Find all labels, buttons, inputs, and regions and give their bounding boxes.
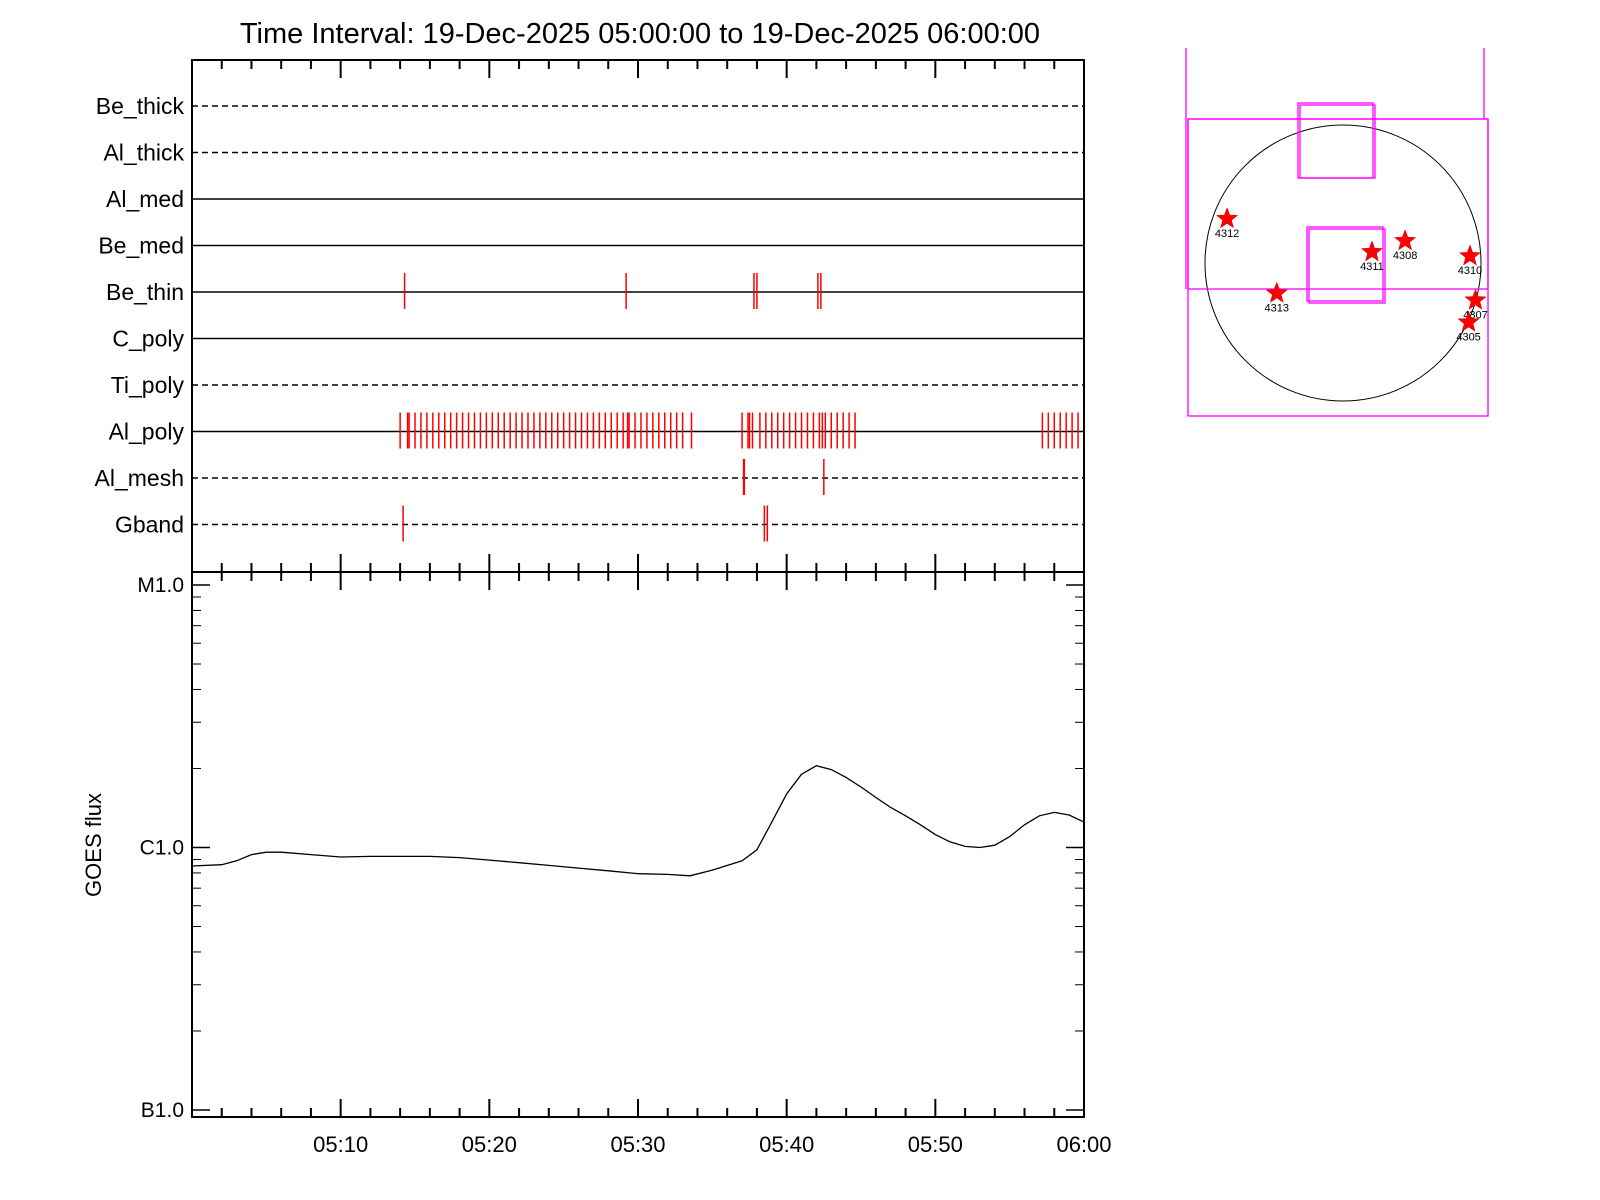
filter-label-be_thick: Be_thick xyxy=(96,93,185,119)
fov-box-center xyxy=(1306,226,1384,302)
filter-label-al_poly: Al_poly xyxy=(109,419,185,445)
fov-box-north xyxy=(1297,102,1374,179)
y-tick-label: M1.0 xyxy=(137,574,184,597)
fov-box-center-2 xyxy=(1308,228,1386,304)
ar-star-4313 xyxy=(1265,281,1288,303)
flux-panel-ticks xyxy=(191,572,1085,1117)
x-tick-label: 05:50 xyxy=(908,1132,963,1157)
filter-label-al_med: Al_med xyxy=(106,186,184,212)
filter-label-c_poly: C_poly xyxy=(112,326,184,352)
chart-title: Time Interval: 19-Dec-2025 05:00:00 to 1… xyxy=(240,18,1040,50)
filter-label-al_mesh: Al_mesh xyxy=(95,465,184,491)
filter-rows: Be_thick Al_thick Al_med Be_med Be_thin C_pol… xyxy=(95,93,1084,542)
fov-wide-upper xyxy=(1187,118,1489,290)
ar-label-4308: 4308 xyxy=(1393,250,1417,262)
ar-star-4305 xyxy=(1457,310,1480,332)
fov-wide-full xyxy=(1187,118,1489,417)
ar-star-4311 xyxy=(1360,240,1384,262)
filter-label-gband: Gband xyxy=(115,512,184,538)
flux-panel-frame xyxy=(191,571,1085,1118)
filter-label-be_thin: Be_thin xyxy=(106,279,184,305)
ar-star-4310 xyxy=(1458,244,1482,266)
fov-box-north-2 xyxy=(1299,104,1376,179)
x-tick-label: 05:40 xyxy=(759,1132,814,1157)
solar-disk-circle xyxy=(1204,124,1482,402)
y-tick-label: C1.0 xyxy=(140,837,184,860)
y-tick-label: B1.0 xyxy=(141,1099,184,1122)
x-tick-label: 05:20 xyxy=(462,1132,517,1157)
filter-label-al_thick: Al_thick xyxy=(103,140,184,166)
ar-label-4313: 4313 xyxy=(1265,302,1289,314)
x-tick-label: 05:10 xyxy=(313,1132,368,1157)
ar-star-4307 xyxy=(1464,288,1487,310)
ar-label-4310: 4310 xyxy=(1458,265,1482,277)
x-tick-label: 06:00 xyxy=(1056,1132,1111,1157)
ar-star-4308 xyxy=(1393,229,1417,251)
ar-star-4312 xyxy=(1215,207,1239,229)
y-tick-labels: M1.0 C1.0 B1.0 xyxy=(137,574,184,1122)
x-tick-labels: 05:10 05:20 05:30 05:40 05:50 06:00 xyxy=(313,1132,1111,1157)
x-tick-label: 05:30 xyxy=(610,1132,665,1157)
filter-panel-ticks xyxy=(191,60,1085,572)
filter-label-be_med: Be_med xyxy=(98,233,184,259)
goes-flux-line xyxy=(191,765,1085,877)
ar-label-4305: 4305 xyxy=(1456,331,1480,343)
filter-panel-frame xyxy=(191,59,1085,573)
flux-axis-label: GOES flux xyxy=(81,793,106,897)
filter-label-ti_poly: Ti_poly xyxy=(111,372,185,398)
ar-label-4311: 4311 xyxy=(1360,261,1384,273)
ar-label-4312: 4312 xyxy=(1215,228,1239,240)
